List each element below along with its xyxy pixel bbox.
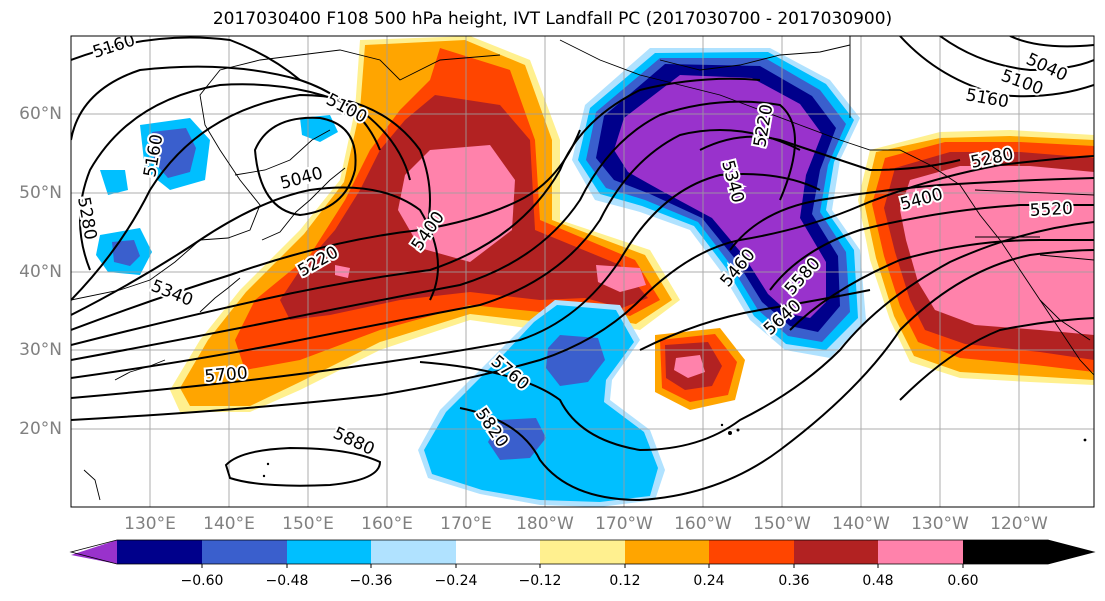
map-frame [70, 35, 1095, 508]
lon-tick-label: 130°W [911, 514, 969, 534]
negative-anomaly-asia [96, 115, 338, 275]
colorbar-tick-label: −0.24 [434, 573, 478, 589]
lon-tick-label: 170°W [595, 514, 653, 534]
lon-tick-label: 180°W [516, 514, 574, 534]
colorbar-bin [878, 540, 963, 564]
lon-tick-label: 170°E [440, 514, 492, 534]
colorbar-tick-label: −0.48 [265, 573, 309, 589]
lon-tick-label: 160°W [674, 514, 732, 534]
colorbar-bin [117, 540, 202, 564]
height-contours [71, 36, 1094, 502]
gridlines [71, 36, 1094, 507]
colorbar-extend-min [71, 540, 117, 564]
colorbar-tick-label: −0.60 [180, 573, 224, 589]
colorbar-tick-label: 0.60 [947, 573, 979, 589]
coastlines [71, 36, 1094, 501]
colorbar-bin [202, 540, 287, 564]
lat-tick-label: 50°N [19, 183, 62, 203]
colorbar-bin [456, 540, 540, 564]
lon-tick-label: 140°E [203, 514, 255, 534]
lon-tick-label: 150°W [753, 514, 811, 534]
colorbar-bin [625, 540, 709, 564]
lon-tick-label: 120°W [990, 514, 1048, 534]
lon-tick-label: 160°E [361, 514, 413, 534]
lat-tick-label: 60°N [19, 104, 62, 124]
colorbar-extend-max [963, 540, 1094, 564]
contour-label: 5520 [1029, 199, 1073, 221]
colorbar-tick-label: 0.48 [862, 573, 894, 589]
colorbar-tick-label: 0.24 [693, 573, 725, 589]
negative-anomaly-alaska [572, 48, 866, 358]
colorbar-bin [709, 540, 794, 564]
contour-label: 5700 [204, 363, 249, 387]
colorbar-tick-label: −0.12 [518, 573, 562, 589]
positive-anomaly-hawaii [655, 328, 745, 410]
colorbar [69, 539, 1096, 568]
lon-tick-label: 140°W [832, 514, 890, 534]
colorbar-bin [287, 540, 371, 564]
lon-tick-label: 150°E [282, 514, 334, 534]
colorbar-bin [794, 540, 878, 564]
lat-tick-label: 20°N [19, 419, 62, 439]
colorbar-tick-label: 0.12 [609, 573, 641, 589]
lat-tick-label: 30°N [19, 340, 62, 360]
colorbar-tick-label: −0.36 [349, 573, 393, 589]
lat-tick-label: 40°N [19, 262, 62, 282]
colorbar-bin [540, 540, 625, 564]
islands [262, 423, 1087, 478]
figure-title: 2017030400 F108 500 hPa height, IVT Land… [212, 9, 893, 29]
colorbar-outline [69, 539, 1096, 565]
colorbar-tick-label: 0.36 [778, 573, 810, 589]
lon-tick-label: 130°E [124, 514, 176, 534]
colorbar-bin [371, 540, 456, 564]
